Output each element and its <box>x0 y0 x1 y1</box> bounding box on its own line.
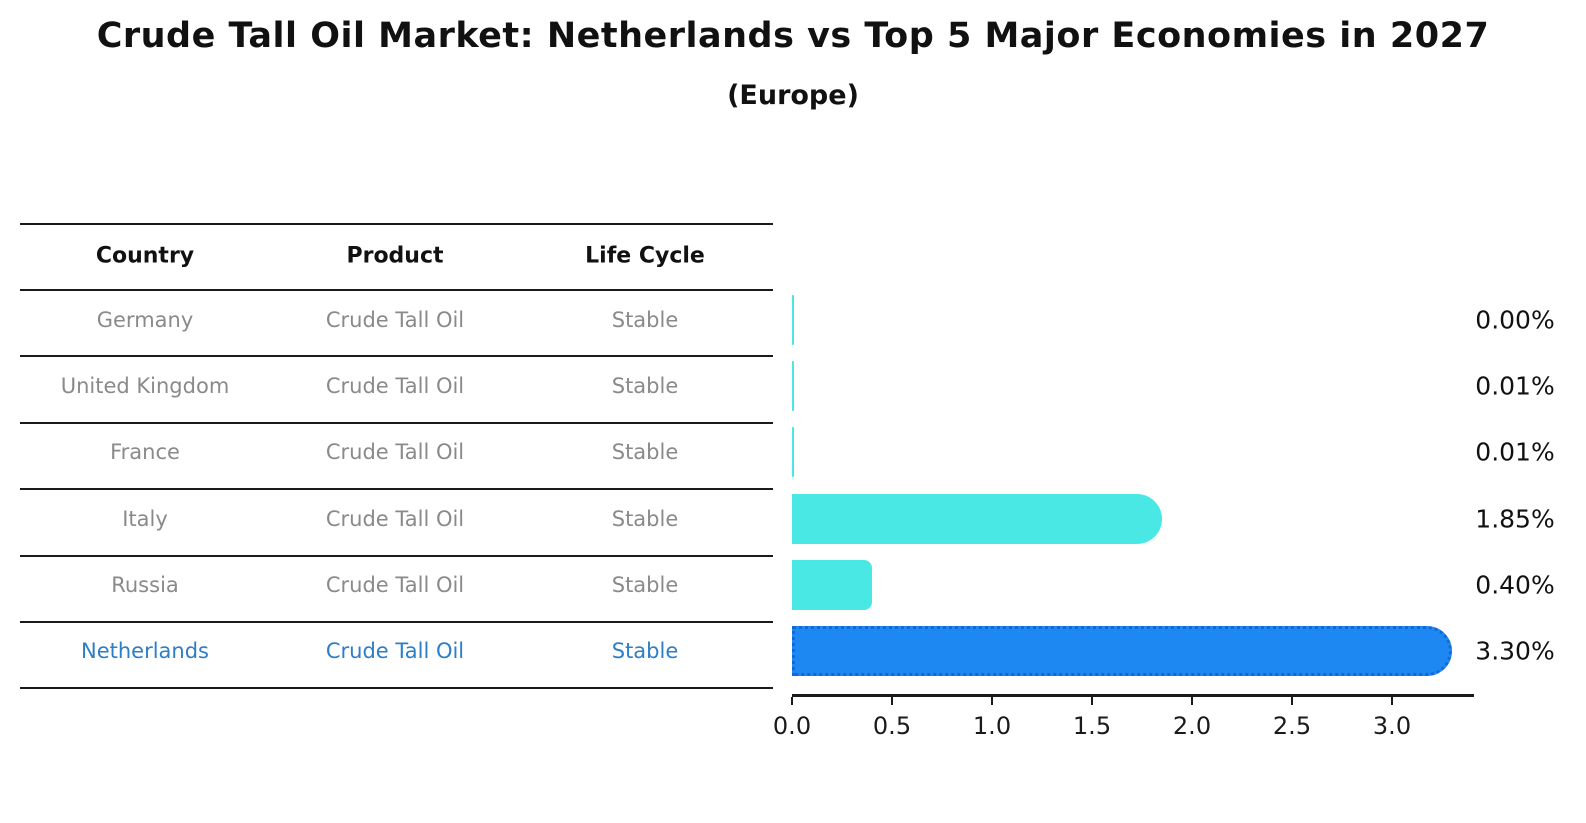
table-rule <box>20 555 773 557</box>
table-rule <box>20 422 773 424</box>
bar-united-kingdom <box>792 361 794 411</box>
x-tick-label: 1.5 <box>1072 712 1112 740</box>
cell-country: Russia <box>111 573 179 597</box>
cell-life-cycle: Stable <box>611 507 679 531</box>
x-tick-label: 0.5 <box>872 712 912 740</box>
cell-product: Crude Tall Oil <box>325 374 465 398</box>
table-header-life-cycle: Life Cycle <box>585 243 705 269</box>
bar-france <box>792 427 794 477</box>
x-tick-mark <box>891 697 893 705</box>
x-tick-label: 2.5 <box>1272 712 1312 740</box>
cell-product: Crude Tall Oil <box>325 440 465 464</box>
cell-country: Netherlands <box>80 639 210 663</box>
x-tick-mark <box>991 697 993 705</box>
x-tick-mark <box>791 697 793 705</box>
cell-life-cycle: Stable <box>611 639 679 663</box>
cell-life-cycle: Stable <box>611 440 679 464</box>
cell-country: France <box>110 440 180 464</box>
value-label-germany: 0.00% <box>1475 305 1555 335</box>
x-tick-label: 0.0 <box>772 712 812 740</box>
cell-country: United Kingdom <box>60 374 230 398</box>
bar-netherlands <box>792 626 1452 676</box>
table-rule <box>20 488 773 490</box>
bar-italy <box>792 494 1162 544</box>
x-tick-mark <box>1091 697 1093 705</box>
value-label-italy: 1.85% <box>1475 504 1555 534</box>
cell-country: Italy <box>122 507 168 531</box>
chart-subtitle: (Europe) <box>727 80 859 111</box>
cell-product: Crude Tall Oil <box>325 507 465 531</box>
table-rule <box>20 621 773 623</box>
cell-life-cycle: Stable <box>611 308 679 332</box>
table-rule <box>20 355 773 357</box>
x-tick-label: 3.0 <box>1372 712 1412 740</box>
value-label-france: 0.01% <box>1475 437 1555 467</box>
cell-country: Germany <box>96 308 194 332</box>
chart-title: Crude Tall Oil Market: Netherlands vs To… <box>96 16 1490 56</box>
cell-product: Crude Tall Oil <box>325 308 465 332</box>
table-header-country: Country <box>95 243 195 269</box>
x-tick-label: 2.0 <box>1172 712 1212 740</box>
x-tick-label: 1.0 <box>972 712 1012 740</box>
cell-life-cycle: Stable <box>611 374 679 398</box>
table-rule <box>20 223 773 225</box>
bar-russia <box>792 560 872 610</box>
cell-product: Crude Tall Oil <box>325 573 465 597</box>
table-rule <box>20 289 773 291</box>
value-label-netherlands: 3.30% <box>1475 636 1555 666</box>
x-tick-mark <box>1291 697 1293 705</box>
table-header-product: Product <box>346 243 444 269</box>
bar-germany <box>792 295 794 345</box>
table-rule <box>20 687 773 689</box>
value-label-russia: 0.40% <box>1475 570 1555 600</box>
cell-product: Crude Tall Oil <box>325 639 465 663</box>
cell-life-cycle: Stable <box>611 573 679 597</box>
x-tick-mark <box>1191 697 1193 705</box>
x-axis-line <box>792 694 1474 697</box>
x-tick-mark <box>1391 697 1393 705</box>
value-label-united-kingdom: 0.01% <box>1475 371 1555 401</box>
plot-area <box>792 0 1472 823</box>
